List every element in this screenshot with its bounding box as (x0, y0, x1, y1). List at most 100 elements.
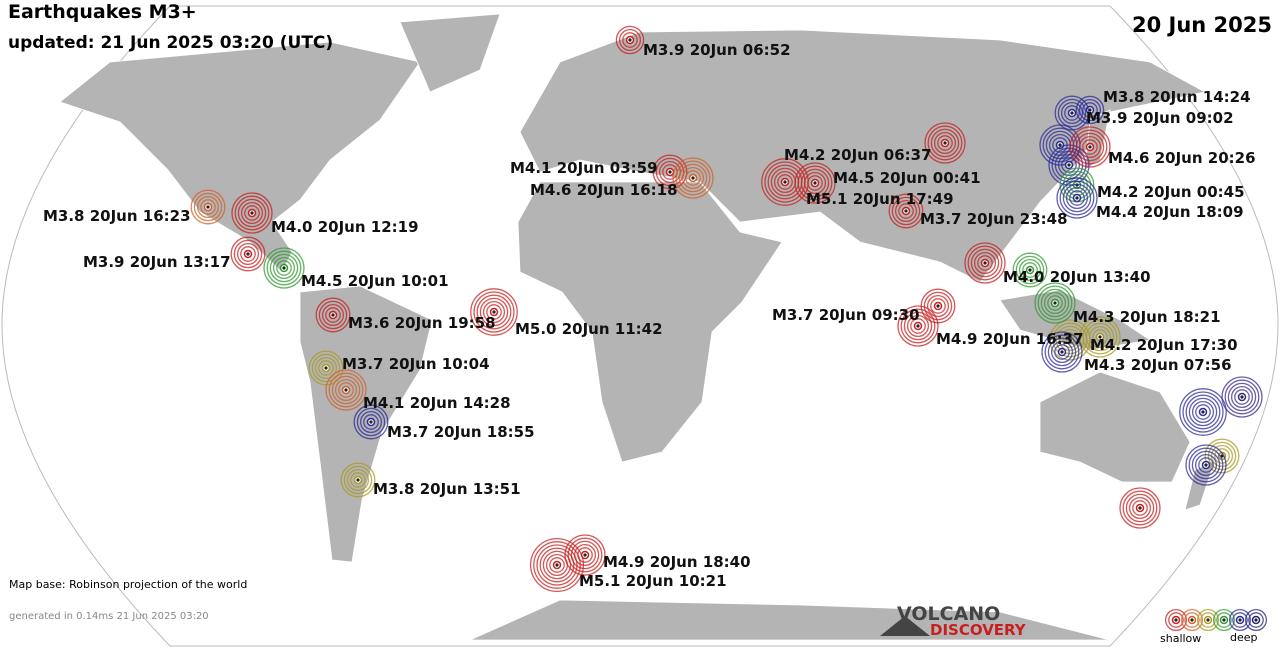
quake-ring (618, 28, 642, 52)
quake-ring (350, 472, 366, 488)
quake-ring (570, 540, 600, 570)
quake-dot (1222, 618, 1226, 622)
logo-icon (880, 616, 930, 636)
quake-label: M3.9 20Jun 09:02 (1086, 109, 1234, 127)
quake-ring (1132, 500, 1148, 516)
quake-ring (1078, 98, 1102, 122)
quake-ring (897, 305, 939, 347)
quake-dot (246, 252, 250, 256)
quake-ring (346, 468, 370, 492)
quake-label: M4.2 20Jun 00:45 (1097, 183, 1245, 201)
quake-ring (1224, 379, 1260, 415)
quake-label: M4.3 20Jun 18:21 (1073, 308, 1221, 326)
quake-label: M3.6 20Jun 19:58 (348, 314, 496, 332)
map-title: Earthquakes M3+ (8, 1, 197, 23)
quake-ring (1244, 608, 1268, 632)
quake-ring (1047, 295, 1063, 311)
quake-ring (777, 174, 793, 190)
quake-ring (1057, 153, 1081, 177)
map-date: 20 Jun 2025 (1132, 13, 1272, 37)
quake-ring (308, 350, 344, 386)
quake-label: M4.6 20Jun 16:18 (530, 181, 678, 199)
quake-ring (977, 255, 993, 271)
quake-ring (903, 311, 933, 341)
quake-ring (973, 251, 997, 275)
quake-ring (231, 192, 273, 234)
quake-ring (234, 195, 270, 231)
quake-ring (340, 462, 376, 498)
quake-ring (1034, 282, 1076, 324)
quake-label: M3.7 20Jun 18:55 (387, 423, 535, 441)
quake-label: M4.4 20Jun 18:09 (1096, 203, 1244, 221)
quake-ring (1188, 397, 1218, 427)
quake-ring (1204, 438, 1240, 474)
quake-ring (1185, 394, 1221, 430)
quake-ring (1232, 612, 1248, 628)
quake-ring (1012, 252, 1048, 288)
quake-label: M4.1 20Jun 03:59 (510, 159, 658, 177)
quake-ring (898, 203, 914, 219)
quake-ring (236, 242, 260, 266)
quake-ring (318, 300, 348, 330)
quake-ring (1179, 388, 1227, 436)
quake-ring (1164, 608, 1188, 632)
quake-ring (923, 291, 953, 321)
quake-label: M3.8 20Jun 16:23 (43, 207, 191, 225)
quake-label: M3.9 20Jun 13:17 (83, 253, 231, 271)
quake-ring (1054, 95, 1090, 131)
quake-dot (1060, 350, 1064, 354)
quake-label: M5.0 20Jun 11:42 (515, 320, 663, 338)
quake-ring (1122, 490, 1158, 526)
quake-ring (1082, 319, 1118, 355)
quake-ring (479, 297, 509, 327)
quake-dot (344, 388, 348, 392)
quake-label: M4.2 20Jun 17:30 (1090, 336, 1238, 354)
quake-ring (1227, 382, 1257, 412)
legend-label: shallow (1160, 632, 1201, 645)
quake-ring (1075, 132, 1105, 162)
quake-ring (930, 128, 960, 158)
quake-ring (1082, 102, 1098, 118)
quake-ring (1051, 147, 1087, 183)
quake-ring (764, 161, 806, 203)
quake-ring (930, 298, 946, 314)
quake-dot (1138, 506, 1142, 510)
quake-ring (937, 135, 953, 151)
quake-ring (564, 534, 606, 576)
quake-dot (1201, 410, 1205, 414)
quake-ring (1194, 453, 1218, 477)
quake-ring (1065, 186, 1089, 210)
quake-ring (331, 375, 361, 405)
quake-ring (470, 288, 518, 336)
quake-ring (1248, 612, 1264, 628)
quake-ring (1018, 258, 1042, 282)
quake-ring (325, 369, 367, 411)
quake-ring (924, 122, 966, 164)
quake-ring (1075, 95, 1105, 125)
quake-ring (244, 205, 260, 221)
quake-label: M4.9 20Jun 16:37 (936, 330, 1084, 348)
quake-ring (1221, 376, 1263, 418)
quake-dot (783, 180, 787, 184)
quake-ring (263, 247, 305, 289)
quake-ring (1056, 177, 1098, 219)
quake-ring (1057, 98, 1087, 128)
quake-ring (476, 294, 512, 330)
quake-ring (891, 196, 921, 226)
quake-ring (1043, 291, 1067, 315)
quake-ring (196, 195, 220, 219)
quake-label: M3.7 20Jun 23:48 (920, 210, 1068, 228)
quake-ring (1059, 180, 1095, 216)
quake-ring (1125, 493, 1155, 523)
quake-dot (369, 420, 373, 424)
quake-ring (1062, 183, 1092, 213)
quake-dot (1028, 268, 1032, 272)
quake-ring (1050, 340, 1074, 364)
quake-ring (1200, 612, 1216, 628)
quake-ring (888, 193, 924, 229)
quake-ring (1069, 190, 1085, 206)
quake-ring (894, 199, 918, 223)
quake-dot (555, 563, 559, 567)
quake-label: M3.9 20Jun 06:52 (643, 41, 791, 59)
logo-text: DISCOVERY (930, 621, 1027, 639)
